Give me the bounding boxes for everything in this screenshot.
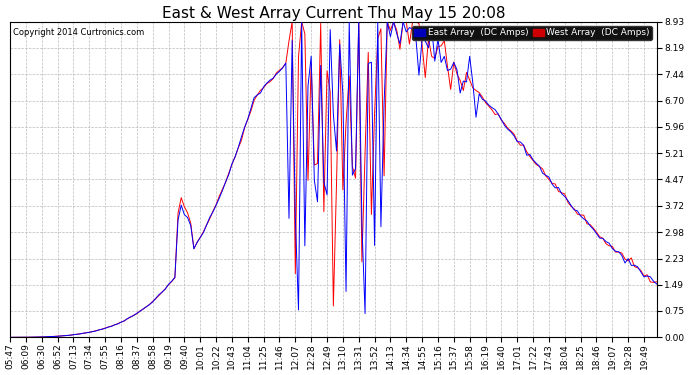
Title: East & West Array Current Thu May 15 20:08: East & West Array Current Thu May 15 20:…: [161, 6, 505, 21]
Legend: East Array  (DC Amps), West Array  (DC Amps): East Array (DC Amps), West Array (DC Amp…: [412, 26, 652, 40]
Text: Copyright 2014 Curtronics.com: Copyright 2014 Curtronics.com: [13, 28, 144, 37]
